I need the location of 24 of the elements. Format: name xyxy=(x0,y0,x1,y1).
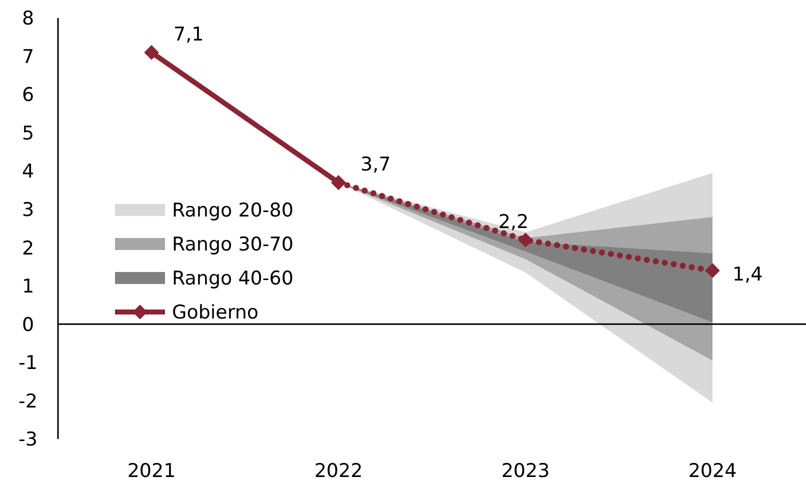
y-tick-label: 6 xyxy=(22,84,34,106)
legend-label: Rango 40-60 xyxy=(172,268,294,290)
data-label: 7,1 xyxy=(174,23,204,46)
y-tick-label: 3 xyxy=(22,199,34,222)
data-label: 1,4 xyxy=(732,264,763,286)
y-tick-label: -1 xyxy=(18,352,38,374)
legend-label: Rango 30-70 xyxy=(172,234,294,256)
x-tick-label: 2022 xyxy=(314,460,363,482)
x-tick-label: 2023 xyxy=(501,460,550,482)
y-tick-label: -2 xyxy=(18,390,38,412)
y-tick-label: 0 xyxy=(22,314,34,336)
legend-label: Gobierno xyxy=(172,302,259,324)
y-tick-label: -3 xyxy=(18,428,38,451)
y-tick-label: 8 xyxy=(22,8,34,30)
data-label: 3,7 xyxy=(360,154,391,176)
legend-label: Rango 20-80 xyxy=(172,200,294,222)
y-tick-label: 7 xyxy=(22,46,34,68)
y-tick-label: 5 xyxy=(22,122,34,144)
x-tick-label: 2024 xyxy=(688,460,737,482)
x-tick-label: 2021 xyxy=(127,460,176,482)
data-label: 2,2 xyxy=(498,210,529,233)
y-tick-label: 2 xyxy=(22,237,34,260)
y-tick-label: 4 xyxy=(22,160,34,183)
y-tick-label: 1 xyxy=(22,276,34,298)
